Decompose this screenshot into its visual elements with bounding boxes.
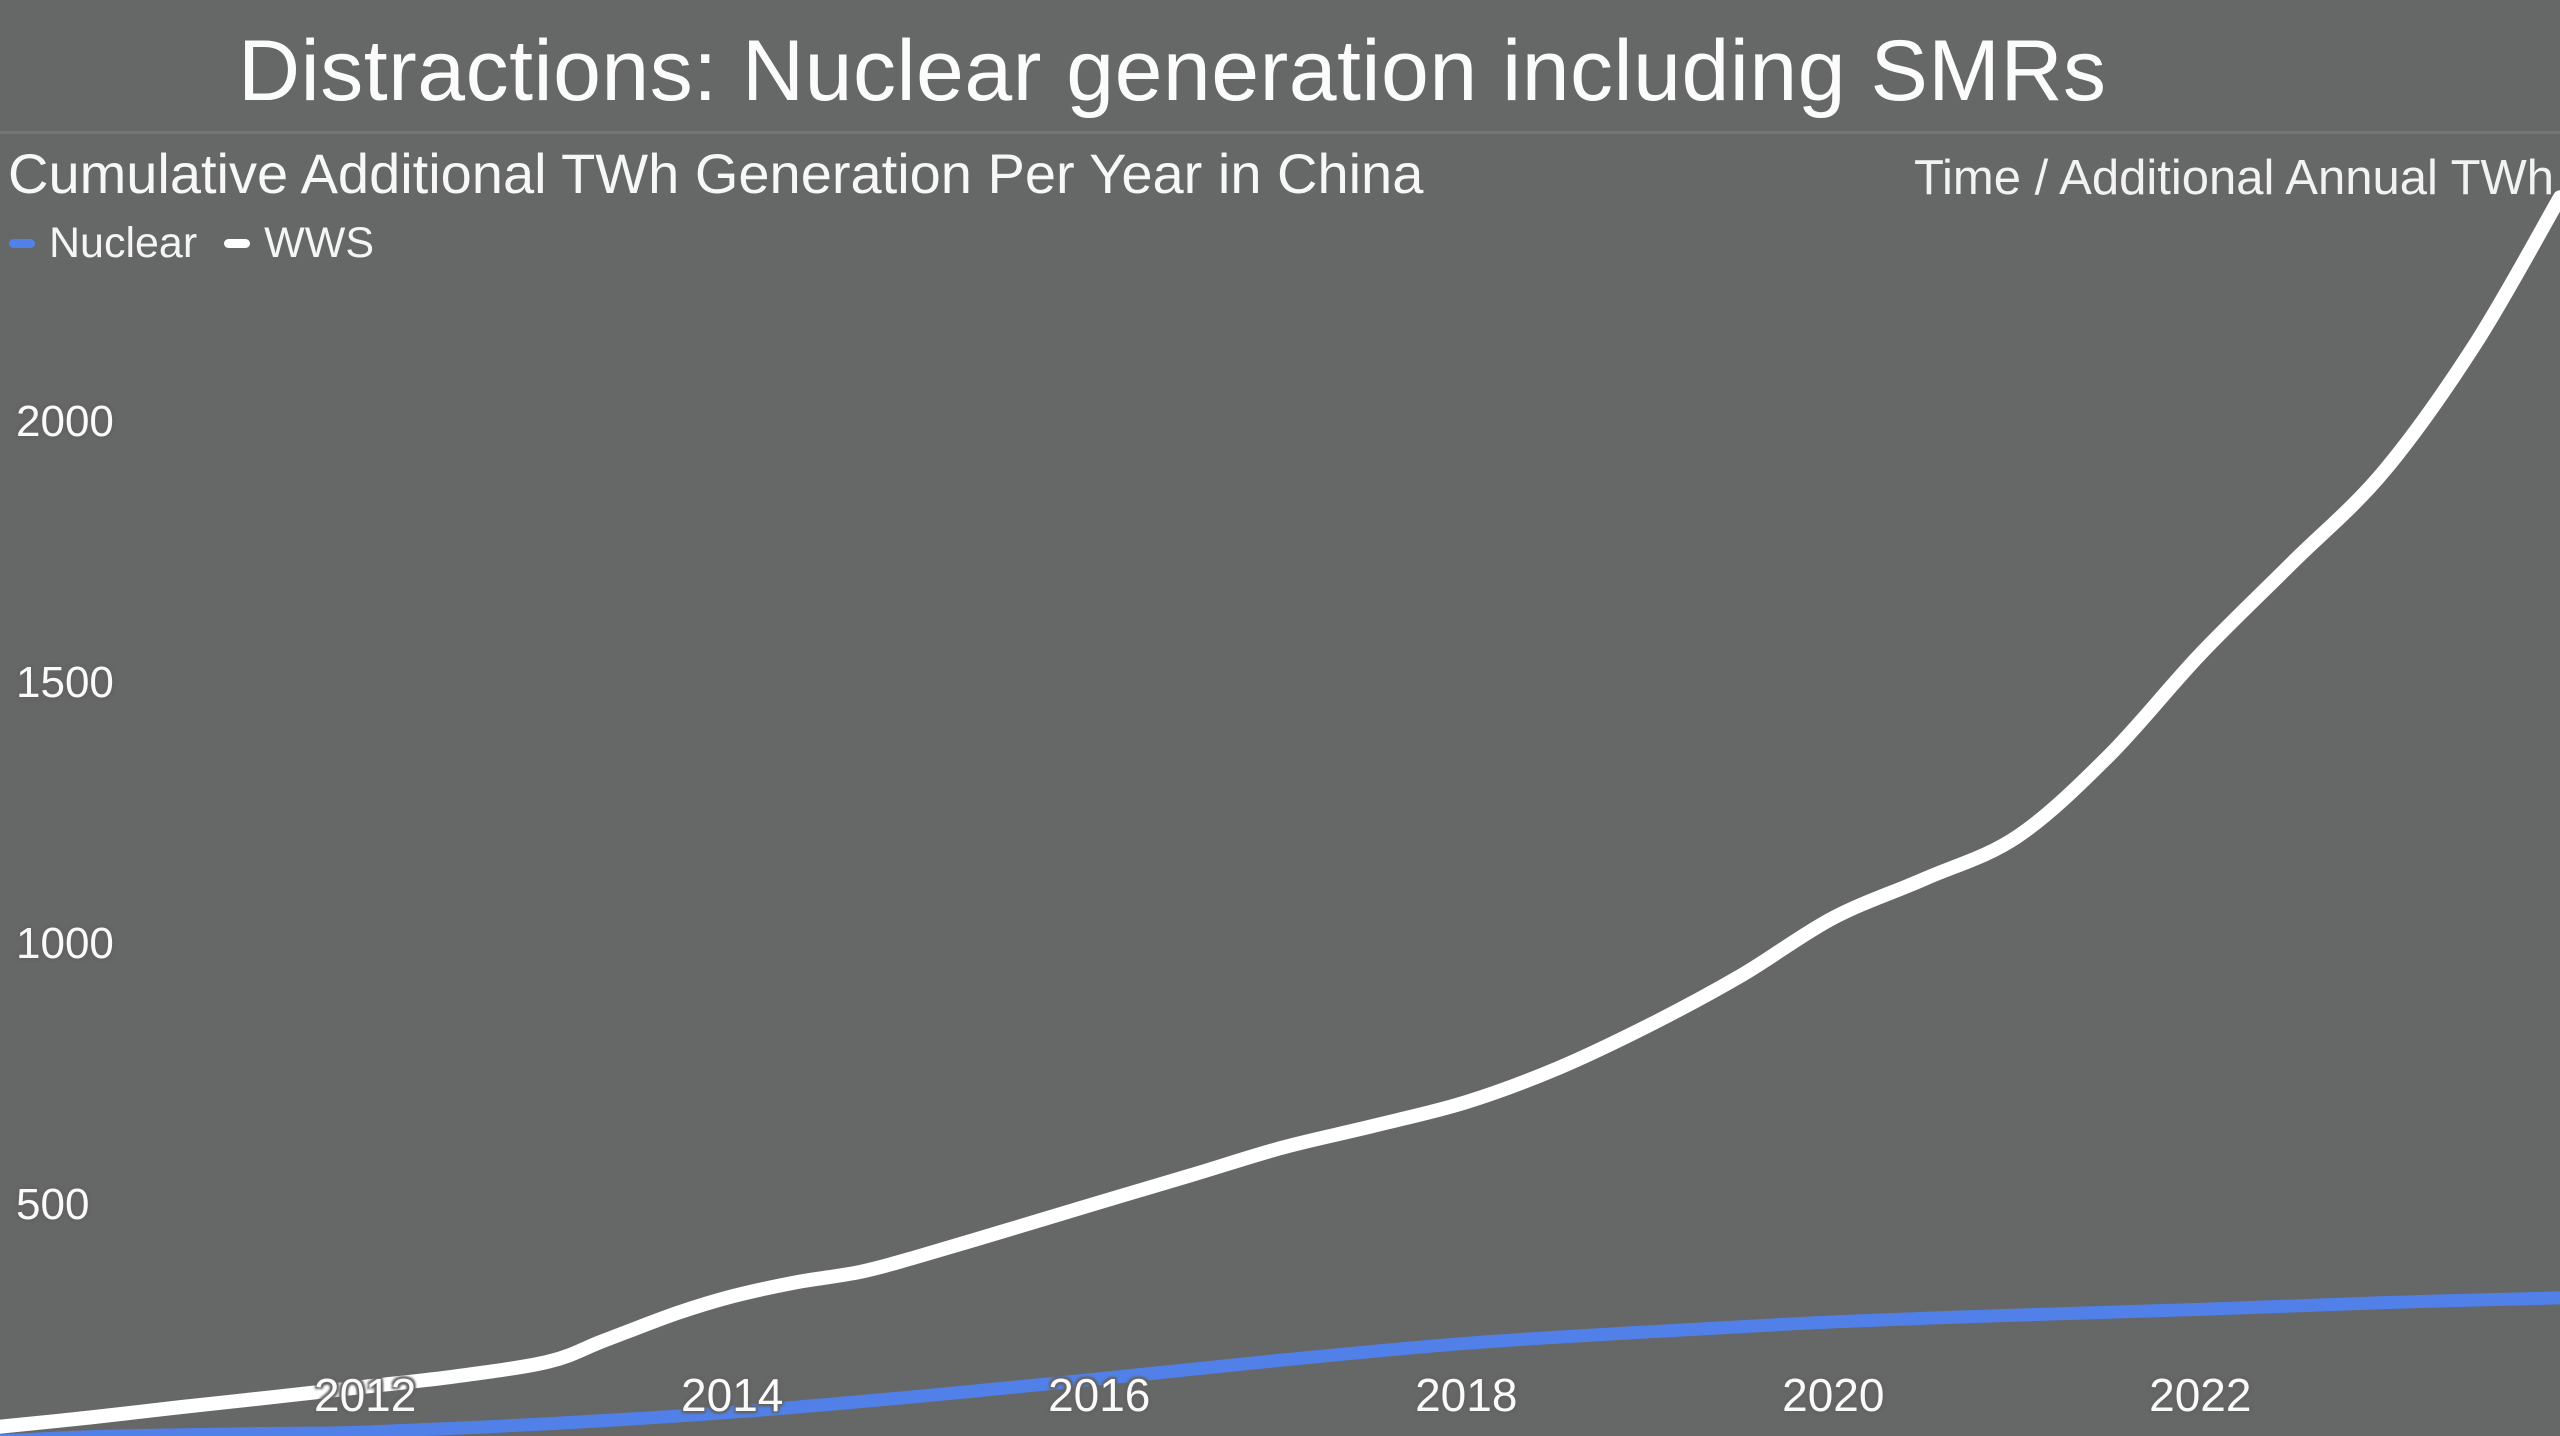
legend-label-nuclear: Nuclear	[49, 219, 198, 267]
slide-title: Distractions: Nuclear generation includi…	[238, 23, 2107, 119]
chart-title: Cumulative Additional TWh Generation Per…	[8, 142, 1424, 205]
wws-swatch-icon	[224, 239, 251, 248]
nuclear-line	[0, 1291, 2560, 1436]
chart-legend: Nuclear WWS	[9, 219, 374, 268]
legend-item-wws: WWS	[224, 219, 374, 268]
nuclear-swatch-icon	[9, 239, 35, 248]
legend-label-wws: WWS	[264, 219, 375, 267]
header-divider-line	[0, 131, 2560, 134]
axis-hint-label: Time / Additional Annual TWh	[1913, 151, 2554, 205]
legend-item-nuclear: Nuclear	[9, 219, 197, 268]
wws-line	[0, 190, 2560, 1434]
